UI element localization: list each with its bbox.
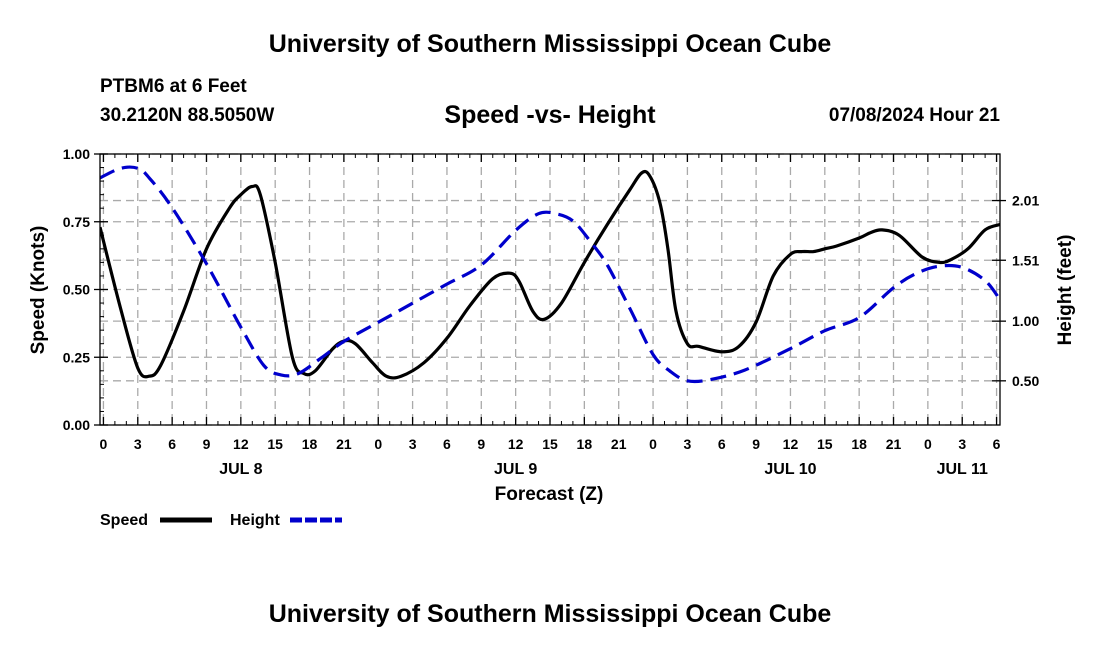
grid	[100, 153, 1000, 426]
y2-tick-label: 2.01	[1012, 193, 1039, 209]
x-tick-label: 12	[233, 436, 249, 452]
x-tick-label: 3	[134, 436, 142, 452]
y2-axis-title: Height (feet)	[1055, 235, 1076, 346]
date-label: JUL 9	[494, 461, 537, 478]
y-tick-label: 0.25	[63, 349, 90, 365]
x-tick-label: 3	[684, 436, 692, 452]
coordinates-label: 30.2120N 88.5050W	[100, 105, 275, 126]
footer-title: University of Southern Mississippi Ocean…	[268, 600, 832, 628]
axis-ticks	[94, 153, 1006, 426]
x-tick-label: 6	[443, 436, 451, 452]
y2-tick-label: 1.51	[1012, 252, 1039, 268]
x-tick-label: 0	[924, 436, 932, 452]
forecast-datetime: 07/08/2024 Hour 21	[828, 105, 1000, 126]
x-tick-label: 18	[577, 436, 593, 452]
x-tick-label: 15	[267, 436, 283, 452]
legend-label-height: Height	[230, 512, 280, 529]
plot-frame	[99, 153, 1001, 426]
station-label: PTBM6 at 6 Feet	[100, 76, 247, 97]
y-axis-title: Speed (Knots)	[28, 226, 49, 355]
x-tick-label: 3	[409, 436, 417, 452]
x-tick-label: 6	[718, 436, 726, 452]
speed-height-chart: 0.00 0.25 0.50 0.75 1.00 0.50 1.00 1.51 2.01 0 3 6 9…	[28, 146, 1076, 529]
y-tick-label: 1.00	[63, 146, 90, 162]
x-tick-label: 9	[477, 436, 485, 452]
x-tick-label: 0	[649, 436, 657, 452]
x-tick-label: 0	[100, 436, 108, 452]
y2-tick-label: 1.00	[1012, 313, 1039, 329]
legend: Speed Height	[100, 512, 342, 529]
x-tick-label: 9	[203, 436, 211, 452]
x-tick-label: 21	[336, 436, 352, 452]
series-line-height	[100, 165, 1000, 384]
x-tick-label: 21	[886, 436, 902, 452]
x-tick-label: 15	[817, 436, 833, 452]
y-tick-label: 0.00	[63, 417, 90, 433]
date-label: JUL 10	[764, 461, 816, 478]
axis-labels: 0.00 0.25 0.50 0.75 1.00 0.50 1.00 1.51 2.01 0 3 6 9…	[63, 146, 1040, 478]
x-tick-label: 9	[752, 436, 760, 452]
series-layer	[100, 165, 1000, 384]
x-tick-label: 12	[508, 436, 524, 452]
chart-subtitle: Speed -vs- Height	[444, 101, 656, 129]
legend-label-speed: Speed	[100, 512, 148, 529]
series-line-speed	[100, 169, 1000, 380]
x-tick-label: 12	[783, 436, 799, 452]
date-label: JUL 11	[937, 461, 988, 478]
y-tick-label: 0.75	[63, 214, 90, 230]
chart-title: University of Southern Mississippi Ocean…	[268, 30, 832, 58]
y2-tick-label: 0.50	[1012, 373, 1039, 389]
x-axis-title: Forecast (Z)	[495, 484, 604, 505]
x-tick-label: 6	[168, 436, 176, 452]
x-tick-label: 6	[993, 436, 1001, 452]
x-tick-label: 3	[958, 436, 966, 452]
x-tick-label: 0	[374, 436, 382, 452]
x-tick-label: 21	[611, 436, 627, 452]
x-tick-label: 18	[851, 436, 867, 452]
date-label: JUL 8	[219, 461, 262, 478]
x-tick-label: 15	[542, 436, 558, 452]
x-tick-label: 18	[302, 436, 318, 452]
y-tick-label: 0.50	[63, 282, 90, 298]
